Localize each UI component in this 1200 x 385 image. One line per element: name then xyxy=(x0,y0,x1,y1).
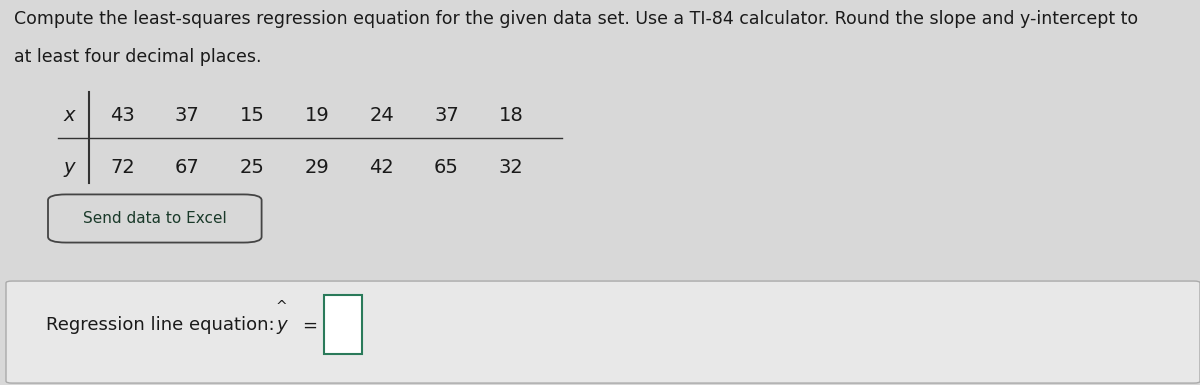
Text: =: = xyxy=(302,316,317,334)
Text: y: y xyxy=(64,158,76,177)
FancyBboxPatch shape xyxy=(48,194,262,243)
FancyBboxPatch shape xyxy=(324,295,362,354)
Text: 37: 37 xyxy=(175,106,199,125)
Text: Send data to Excel: Send data to Excel xyxy=(83,211,227,226)
Text: 42: 42 xyxy=(370,158,394,177)
Text: at least four decimal places.: at least four decimal places. xyxy=(14,48,262,66)
Text: 24: 24 xyxy=(370,106,394,125)
Text: ^: ^ xyxy=(276,300,287,314)
Text: 19: 19 xyxy=(305,106,329,125)
Text: x: x xyxy=(64,106,76,125)
Text: 37: 37 xyxy=(434,106,458,125)
FancyBboxPatch shape xyxy=(0,0,1200,281)
Text: Regression line equation:: Regression line equation: xyxy=(46,316,280,334)
Text: 15: 15 xyxy=(240,106,264,125)
Text: 43: 43 xyxy=(110,106,134,125)
Text: 72: 72 xyxy=(110,158,134,177)
Text: 65: 65 xyxy=(434,158,458,177)
Text: Compute the least-squares regression equation for the given data set. Use a TI-8: Compute the least-squares regression equ… xyxy=(14,10,1139,28)
Text: y: y xyxy=(276,316,287,334)
FancyBboxPatch shape xyxy=(6,281,1200,383)
Text: 32: 32 xyxy=(499,158,523,177)
Text: 25: 25 xyxy=(240,158,264,177)
Text: 18: 18 xyxy=(499,106,523,125)
Text: 29: 29 xyxy=(305,158,329,177)
Text: 67: 67 xyxy=(175,158,199,177)
